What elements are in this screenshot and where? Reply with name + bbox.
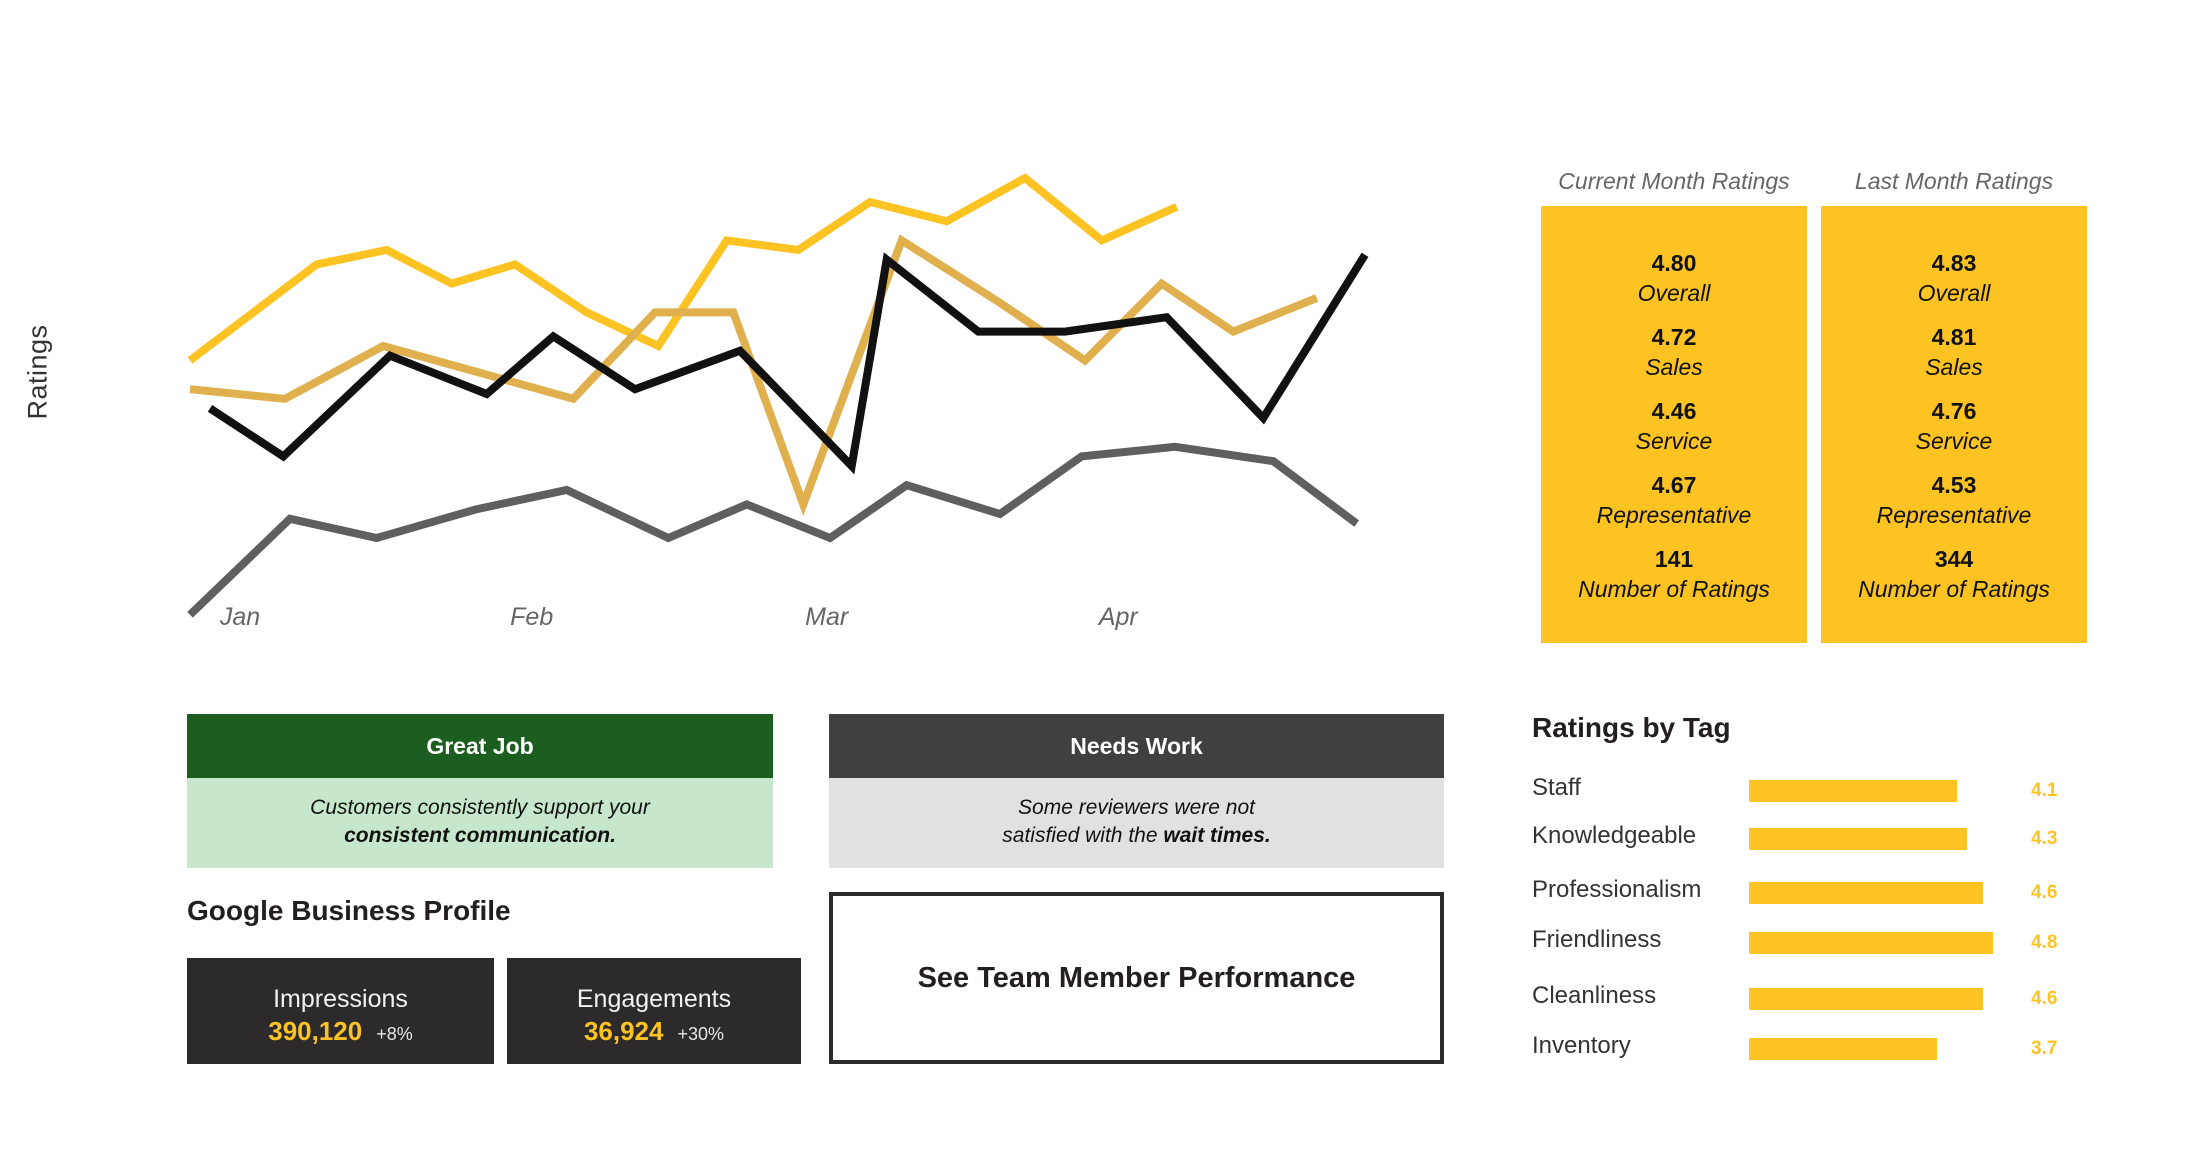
tag-label-staff: Staff [1532, 774, 1581, 801]
gbp-title: Google Business Profile [187, 895, 511, 926]
last-count-value: 344 [1934, 546, 1974, 572]
current-month-card: 4.80 Overall 4.72 Sales 4.46 Service 4.67 Re… [1541, 206, 1807, 643]
series-line-gold [189, 234, 1319, 516]
current-sales-value: 4.72 [1651, 324, 1697, 350]
tag-value-cleanliness: 4.6 [2031, 988, 2058, 1009]
team-member-performance-button[interactable]: See Team Member Performance [829, 892, 1444, 1064]
ratings-line-chart: Jan Feb Mar Apr [187, 173, 1369, 631]
needs-work-text-line2: satisfied with the [1002, 824, 1158, 847]
tag-bar-friendliness [1749, 932, 1993, 954]
engagements-value: 36,924 [583, 1016, 664, 1046]
engagements-label: Engagements [576, 985, 732, 1013]
last-count-label: Number of Ratings [1858, 576, 2050, 602]
y-axis-label: Ratings [22, 324, 53, 420]
tag-value-knowledgeable: 4.3 [2031, 828, 2058, 849]
tag-bar-inventory [1749, 1038, 1937, 1060]
tag-bar-staff [1749, 780, 1957, 802]
current-rep-value: 4.67 [1651, 472, 1697, 498]
needs-work-text-line1: Some reviewers were not [1018, 796, 1255, 819]
x-tick-jan: Jan [219, 603, 260, 631]
last-service-value: 4.76 [1931, 398, 1977, 424]
current-count-label: Number of Ratings [1578, 576, 1770, 602]
tag-value-professionalism: 4.6 [2031, 882, 2058, 903]
last-rep-value: 4.53 [1931, 472, 1977, 498]
tag-label-friendliness: Friendliness [1532, 926, 1662, 953]
current-overall-value: 4.80 [1651, 250, 1697, 276]
x-tick-mar: Mar [805, 603, 850, 631]
impressions-value: 390,120 [268, 1016, 363, 1046]
last-overall-label: Overall [1917, 280, 1991, 306]
last-service-label: Service [1915, 428, 1993, 454]
tag-bar-professionalism [1749, 882, 1983, 904]
tag-value-staff: 4.1 [2031, 780, 2058, 801]
tag-label-cleanliness: Cleanliness [1532, 982, 1657, 1009]
tag-value-inventory: 3.7 [2031, 1038, 2058, 1059]
series-line-black [207, 252, 1369, 475]
needs-work-highlight: wait times. [1163, 824, 1271, 847]
series-line-gray [187, 442, 1360, 618]
tag-label-inventory: Inventory [1532, 1032, 1631, 1059]
impressions-delta: +8% [376, 1024, 413, 1044]
last-overall-value: 4.83 [1931, 250, 1977, 276]
great-job-highlight: consistent communication. [344, 824, 616, 847]
tag-label-knowledgeable: Knowledgeable [1532, 822, 1697, 849]
current-overall-label: Overall [1637, 280, 1711, 306]
last-sales-label: Sales [1925, 354, 1983, 380]
ratings-by-tag-title: Ratings by Tag [1532, 712, 1731, 743]
series-line-yellow [187, 173, 1179, 364]
current-rep-label: Representative [1596, 502, 1752, 528]
impressions-label: Impressions [273, 985, 408, 1013]
needs-work-body: Some reviewers were not satisfied with t… [829, 778, 1444, 868]
current-month-heading: Current Month Ratings [1558, 168, 1790, 194]
current-service-label: Service [1635, 428, 1713, 454]
x-tick-apr: Apr [1097, 603, 1140, 631]
tag-value-friendliness: 4.8 [2031, 932, 2058, 953]
needs-work-header: Needs Work [829, 714, 1444, 778]
great-job-body: Customers consistently support your cons… [187, 778, 773, 868]
last-month-card: 4.83 Overall 4.81 Sales 4.76 Service 4.53 Re… [1821, 206, 2087, 643]
last-rep-label: Representative [1876, 502, 2032, 528]
x-tick-feb: Feb [510, 603, 553, 631]
tag-bar-cleanliness [1749, 988, 1983, 1010]
great-job-header: Great Job [187, 714, 773, 778]
last-month-heading: Last Month Ratings [1854, 168, 2054, 194]
current-service-value: 4.46 [1651, 398, 1697, 424]
last-sales-value: 4.81 [1931, 324, 1977, 350]
current-sales-label: Sales [1645, 354, 1703, 380]
tag-label-professionalism: Professionalism [1532, 876, 1702, 903]
current-count-value: 141 [1654, 546, 1694, 572]
engagements-delta: +30% [677, 1024, 725, 1044]
great-job-text: Customers consistently support your [310, 796, 650, 819]
engagements-card: Engagements 36,924 +30% [507, 958, 801, 1064]
impressions-card: Impressions 390,120 +8% [187, 958, 494, 1064]
tag-bar-knowledgeable [1749, 828, 1967, 850]
